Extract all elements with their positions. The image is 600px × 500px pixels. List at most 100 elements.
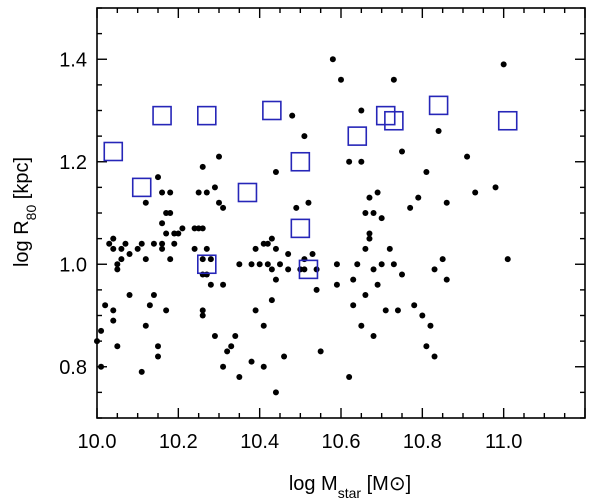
data-point <box>260 363 267 370</box>
data-point <box>118 245 125 252</box>
data-point <box>500 61 507 68</box>
data-point <box>443 276 450 283</box>
data-point <box>138 368 145 375</box>
data-point <box>431 266 438 273</box>
data-point <box>224 348 231 355</box>
data-point <box>301 256 308 263</box>
data-point <box>98 327 105 334</box>
data-point <box>289 112 296 119</box>
square-marker <box>347 126 368 146</box>
data-point <box>211 184 218 191</box>
square-marker <box>290 151 311 172</box>
data-point <box>248 261 255 268</box>
data-point <box>191 245 198 252</box>
data-point <box>171 240 178 247</box>
data-point <box>386 245 393 252</box>
x-tick-label: 11.0 <box>485 431 522 453</box>
data-point <box>411 302 418 309</box>
data-point <box>203 189 210 196</box>
data-point <box>293 204 300 211</box>
x-tick-label: 10.8 <box>403 431 442 453</box>
data-point <box>394 307 401 314</box>
square-marker <box>290 218 311 239</box>
data-point <box>366 230 373 237</box>
data-point <box>346 158 353 165</box>
data-point <box>423 343 430 350</box>
square-marker <box>384 110 404 131</box>
data-point <box>374 189 381 196</box>
data-point <box>415 194 422 201</box>
data-point <box>264 240 271 247</box>
square-marker <box>298 259 319 280</box>
data-point <box>94 338 100 345</box>
square-marker <box>497 110 518 131</box>
data-point <box>390 76 397 83</box>
square-marker <box>152 105 172 126</box>
x-tick-label: 10.2 <box>159 431 198 453</box>
data-point <box>419 312 426 319</box>
data-point <box>370 333 377 339</box>
data-point <box>272 169 279 175</box>
data-point <box>199 312 206 319</box>
square-marker <box>103 141 124 162</box>
data-point <box>260 322 267 329</box>
data-point <box>370 266 377 273</box>
data-point <box>281 353 288 360</box>
data-point <box>159 189 166 196</box>
square-marker <box>237 182 258 203</box>
data-point <box>272 276 279 283</box>
data-point <box>374 281 381 288</box>
data-point <box>203 271 210 278</box>
data-point <box>110 317 117 324</box>
data-point <box>159 240 166 247</box>
data-point <box>236 374 243 380</box>
y-tick-label: 1.2 <box>59 152 87 174</box>
data-point <box>285 251 292 257</box>
square-marker <box>262 100 282 121</box>
data-point <box>305 199 312 206</box>
data-point <box>439 256 446 263</box>
data-point <box>134 245 141 252</box>
data-point <box>435 128 442 134</box>
data-point <box>264 261 271 268</box>
data-point <box>301 266 308 273</box>
data-point <box>362 245 369 252</box>
data-point <box>232 333 239 339</box>
x-tick-label: 10.6 <box>322 431 361 453</box>
data-point <box>252 307 259 314</box>
data-point <box>199 163 206 170</box>
data-point <box>199 225 206 232</box>
square-marker <box>428 95 449 116</box>
data-point <box>492 184 499 191</box>
data-point <box>142 256 149 263</box>
data-point <box>285 266 292 273</box>
data-point <box>358 322 365 329</box>
y-tick-label: 1.0 <box>59 254 87 276</box>
data-point <box>142 322 149 329</box>
data-point <box>114 261 121 268</box>
data-point <box>301 133 308 140</box>
data-point <box>207 256 214 263</box>
data-point <box>366 235 373 242</box>
y-axis-ticks: 0.8 1.0 1.2 1.4 <box>59 7 585 419</box>
data-point <box>338 76 344 83</box>
data-point <box>150 240 157 247</box>
data-point <box>216 153 222 160</box>
data-point <box>268 297 275 304</box>
data-point <box>399 271 405 278</box>
data-point <box>155 353 161 360</box>
data-point <box>155 343 161 350</box>
data-point <box>309 251 316 257</box>
data-point <box>272 389 279 396</box>
x-axis-ticks: 10.0 10.2 10.4 10.6 10.8 11.0 <box>78 8 586 453</box>
x-tick-label: 10.0 <box>78 431 117 453</box>
data-point <box>199 307 206 314</box>
data-point <box>106 240 113 247</box>
data-point <box>114 343 121 350</box>
data-point <box>378 261 385 268</box>
blue-squares-series <box>103 95 518 280</box>
data-point <box>159 245 166 252</box>
x-tick-label: 10.4 <box>240 431 279 453</box>
data-point <box>118 256 125 263</box>
